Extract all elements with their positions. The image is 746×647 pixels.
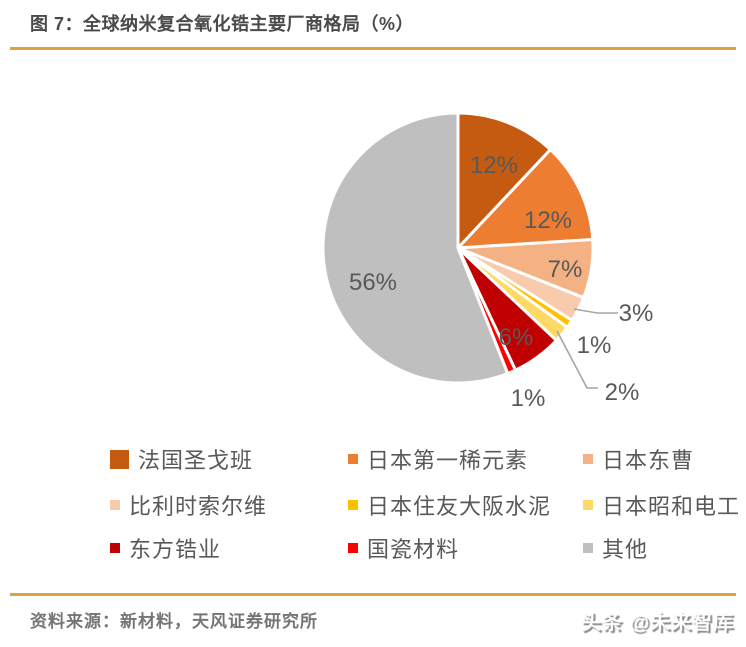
legend-swatch-icon: [583, 454, 593, 464]
pie-slice-9: [321, 111, 510, 385]
pie-slice-2: [456, 148, 595, 250]
pie-chart-svg: 12% 12% 7% 3% 1% 2% 6% 1% 56%: [321, 111, 654, 412]
pie-data-label-3: 7%: [548, 256, 583, 283]
figure-title: 图 7：全球纳米复合氧化锆主要厂商格局（%）: [30, 14, 415, 34]
footer-divider: [10, 593, 736, 596]
legend-item-5: 日本住友大阪水泥: [348, 492, 552, 519]
legend-label: 日本东曹: [602, 448, 695, 473]
pie-data-label-9: 56%: [349, 269, 397, 296]
legend-label: 东方锆业: [129, 537, 222, 562]
legend-item-4: 比利时索尔维: [110, 492, 268, 519]
legend-item-7: 东方锆业: [110, 535, 222, 562]
legend-label: 日本第一稀元素: [367, 448, 529, 473]
leader-line-4: [573, 308, 618, 314]
legend-swatch-icon: [110, 543, 120, 553]
legend-label: 法国圣戈班: [138, 448, 254, 473]
legend-item-8: 国瓷材料: [348, 535, 460, 562]
legend-swatch-icon: [348, 543, 358, 553]
legend-swatch-icon: [583, 543, 593, 553]
source-note: 资料来源：新材料，天风证券研究所: [30, 612, 318, 631]
legend-item-9: 其他: [583, 535, 649, 562]
pie-data-label-2: 12%: [524, 207, 572, 234]
legend-label: 日本住友大阪水泥: [367, 494, 552, 519]
pie-data-label-7: 6%: [499, 324, 534, 351]
legend-item-2: 日本第一稀元素: [348, 446, 529, 473]
legend-label: 日本昭和电工: [602, 494, 741, 519]
legend-item-6: 日本昭和电工: [583, 492, 741, 519]
legend-swatch-icon: [348, 454, 358, 464]
leader-line-6: [556, 330, 598, 389]
watermark-text: 头条 @未来智库: [580, 612, 734, 634]
legend-swatch-icon: [348, 500, 358, 510]
legend-label: 其他: [602, 537, 649, 562]
pie-data-label-5: 1%: [577, 332, 612, 359]
pie-data-label-1: 12%: [470, 152, 518, 179]
pie-data-label-6: 2%: [605, 379, 640, 406]
pie-data-label-4: 3%: [619, 300, 654, 327]
legend-label: 比利时索尔维: [129, 494, 268, 519]
legend-item-1: 法国圣戈班: [110, 446, 254, 473]
legend-swatch-icon: [583, 500, 593, 510]
pie-data-label-8: 1%: [511, 385, 546, 412]
pie-slice-1: [456, 111, 552, 250]
title-divider: [10, 47, 736, 50]
legend-item-3: 日本东曹: [583, 446, 695, 473]
legend-label: 国瓷材料: [367, 537, 460, 562]
legend-swatch-icon: [110, 449, 129, 469]
legend-swatch-icon: [110, 500, 120, 510]
